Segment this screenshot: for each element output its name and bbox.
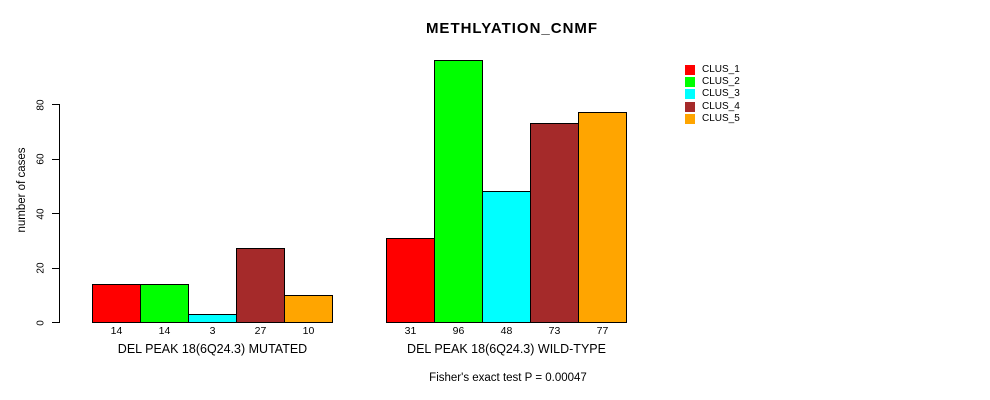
bar-value-label: 14 xyxy=(110,325,123,337)
bar-clus_5-mutated xyxy=(284,295,333,323)
legend-swatch xyxy=(685,113,695,124)
legend-label: CLUS_2 xyxy=(702,76,740,88)
bar-clus_2-wildtype xyxy=(434,60,483,323)
y-tick-label: 40 xyxy=(35,207,47,220)
legend-swatch xyxy=(685,65,695,76)
y-tick-label: 60 xyxy=(35,153,47,165)
category-label: DEL PEAK 18(6Q24.3) MUTATED xyxy=(117,342,308,356)
chart-title: METHLYATION_CNMF xyxy=(425,20,599,37)
y-tick xyxy=(52,213,59,214)
bar-value-label: 96 xyxy=(452,325,465,337)
bar-value-label: 3 xyxy=(209,325,216,337)
y-tick-label: 80 xyxy=(35,98,47,111)
bar-value-label: 31 xyxy=(404,325,417,337)
legend-item: CLUS_1 xyxy=(685,64,740,76)
legend-item: CLUS_3 xyxy=(685,88,740,100)
legend-swatch xyxy=(685,101,695,112)
bar-clus_1-mutated xyxy=(92,284,141,323)
legend: CLUS_1 CLUS_2 CLUS_3 CLUS_4 CLUS_5 xyxy=(685,64,740,125)
bar-value-label: 10 xyxy=(302,325,315,337)
bar-value-label: 14 xyxy=(158,325,171,337)
legend-item: CLUS_5 xyxy=(685,113,740,125)
bar-clus_3-mutated xyxy=(188,314,237,323)
y-tick xyxy=(52,267,59,269)
bar-clus_1-wildtype xyxy=(386,238,435,323)
legend-item: CLUS_4 xyxy=(685,101,740,113)
bar-value-label: 73 xyxy=(548,325,561,337)
legend-swatch xyxy=(685,89,695,100)
bar-clus_5-wildtype xyxy=(578,112,627,323)
bar-clus_3-wildtype xyxy=(482,191,531,323)
y-tick xyxy=(52,158,59,160)
legend-label: CLUS_1 xyxy=(702,64,740,76)
bar-value-label: 48 xyxy=(500,325,513,337)
legend-swatch xyxy=(685,77,695,88)
y-tick xyxy=(52,104,59,105)
y-axis-line xyxy=(59,104,60,323)
category-label: DEL PEAK 18(6Q24.3) WILD-TYPE xyxy=(407,342,606,356)
bar-value-label: 27 xyxy=(254,325,267,337)
y-tick xyxy=(52,322,59,323)
legend-item: CLUS_2 xyxy=(685,76,740,88)
y-tick-label: 20 xyxy=(35,262,47,274)
fisher-test-annotation: Fisher's exact test P = 0.00047 xyxy=(429,372,587,384)
bar-clus_4-mutated xyxy=(236,248,285,323)
legend-label: CLUS_4 xyxy=(702,100,740,112)
y-tick-label: 0 xyxy=(35,319,47,326)
bar-clus_4-wildtype xyxy=(530,123,579,323)
bar-value-label: 77 xyxy=(596,325,609,337)
bar-clus_2-mutated xyxy=(140,284,189,323)
legend-label: CLUS_3 xyxy=(702,88,740,100)
legend-label: CLUS_5 xyxy=(702,112,740,124)
